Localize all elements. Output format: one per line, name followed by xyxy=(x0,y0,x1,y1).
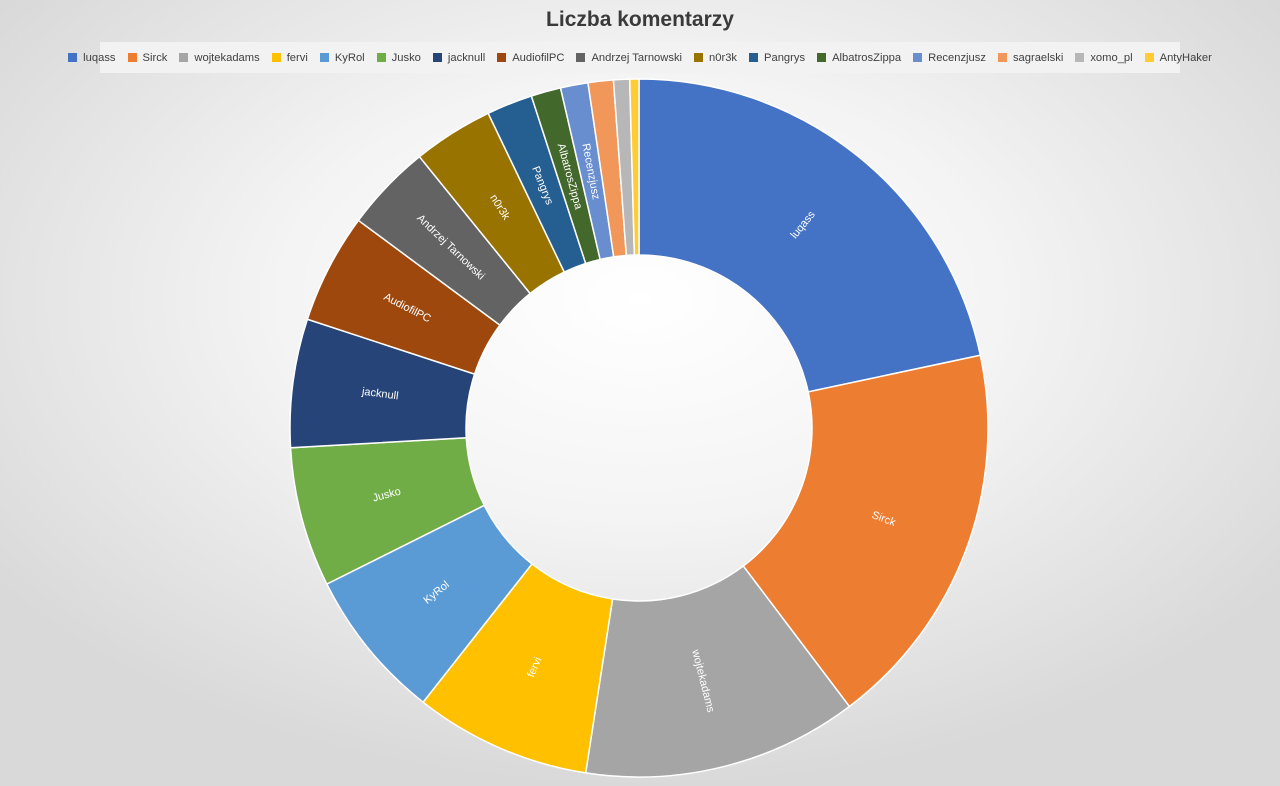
legend-item-pangrys: Pangrys xyxy=(749,52,805,64)
legend-label: Recenzjusz xyxy=(928,51,986,64)
legend-swatch xyxy=(497,53,507,62)
legend-swatch xyxy=(817,53,827,62)
legend-label: jacknull xyxy=(447,51,486,64)
legend-item-albatroszippa: AlbatrosZippa xyxy=(817,52,901,64)
legend-item-jacknull: jacknull xyxy=(432,51,486,64)
legend-item-antyhaker: AntyHaker xyxy=(1144,51,1212,64)
legend-item-n0r3k: n0r3k xyxy=(694,52,737,64)
slice-sirck xyxy=(742,354,989,708)
legend-item-recenzjusz: Recenzjusz xyxy=(913,52,986,64)
legend-label: fervi xyxy=(286,51,308,64)
legend-item-sirck: Sirck xyxy=(127,51,168,64)
legend-swatch xyxy=(1144,53,1154,62)
slice-luqass xyxy=(638,78,982,393)
legend-item-kyrol: KyRol xyxy=(319,51,365,64)
legend-label: Andrzej Tarnowski xyxy=(591,51,683,64)
legend-label: Pangrys xyxy=(764,51,806,64)
legend-swatch xyxy=(749,53,759,62)
legend-swatch xyxy=(913,53,923,62)
legend-swatch xyxy=(127,53,137,62)
legend-swatch xyxy=(997,53,1007,62)
legend-label: KyRol xyxy=(334,51,365,64)
legend-item-wojtekadams: wojtekadams xyxy=(179,51,260,64)
legend-label: AudiofilPC xyxy=(512,51,565,64)
slice-antyhaker xyxy=(628,78,640,256)
legend-label: AntyHaker xyxy=(1159,51,1212,64)
legend-swatch xyxy=(432,53,442,62)
legend-swatch xyxy=(179,53,189,62)
legend: luqass Sirck wojtekadams fervi KyRol Jusko jac… xyxy=(68,42,1212,73)
legend-label: n0r3k xyxy=(709,51,738,64)
legend-swatch xyxy=(271,53,281,62)
legend-item-audiofilpc: AudiofilPC xyxy=(497,52,564,64)
legend-swatch xyxy=(319,53,329,62)
legend-item-andrzej-tarnowski: Andrzej Tarnowski xyxy=(576,52,682,64)
legend-label: Jusko xyxy=(391,51,421,64)
legend-item-fervi: fervi xyxy=(271,51,308,64)
legend-label: AlbatrosZippa xyxy=(832,51,902,64)
legend-label: xomo_pl xyxy=(1090,51,1133,64)
legend-swatch xyxy=(1075,53,1085,62)
legend-item-jusko: Jusko xyxy=(376,51,421,64)
legend-item-luqass: luqass xyxy=(68,51,116,64)
legend-item-sagraelski: sagraelski xyxy=(997,51,1064,64)
legend-label: Sirck xyxy=(142,51,168,64)
legend-label: wojtekadams xyxy=(194,51,260,64)
legend-swatch xyxy=(68,53,78,62)
legend-label: luqass xyxy=(83,51,116,64)
slice-wojtekadams xyxy=(584,564,851,778)
legend-swatch xyxy=(576,53,586,62)
legend-swatch xyxy=(376,53,386,62)
legend-swatch xyxy=(694,53,704,62)
data-label-jacknull: jacknull xyxy=(360,386,399,403)
chart-title: Liczba komentarzy xyxy=(546,8,734,31)
legend-label: sagraelski xyxy=(1012,51,1064,64)
legend-item-xomo-pl: xomo_pl xyxy=(1075,51,1133,64)
